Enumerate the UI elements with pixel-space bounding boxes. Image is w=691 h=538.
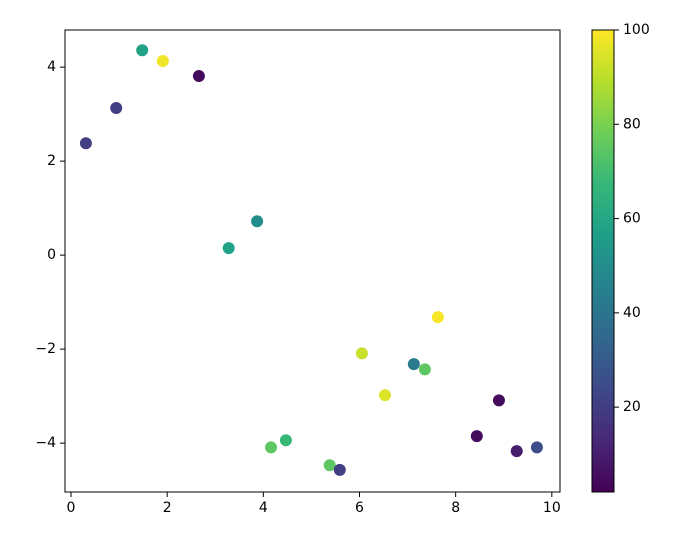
- point: [323, 459, 336, 472]
- colorbar-tick-label: 80: [623, 116, 641, 132]
- colorbar: [591, 29, 615, 493]
- x-tick-label: 0: [67, 500, 76, 516]
- point: [378, 389, 391, 402]
- x-tick-label: 6: [355, 500, 364, 516]
- point: [192, 70, 205, 83]
- point: [222, 242, 235, 255]
- point: [355, 347, 368, 360]
- point: [156, 55, 169, 68]
- y-tick-label: 4: [47, 59, 56, 75]
- x-tick-label: 4: [259, 500, 268, 516]
- point: [136, 44, 149, 57]
- colorbar-tick-label: 100: [623, 22, 650, 38]
- y-tick-label: 2: [47, 153, 56, 169]
- x-tick-label: 10: [543, 500, 561, 516]
- point: [407, 358, 420, 371]
- point: [279, 434, 292, 447]
- x-tick-label: 2: [163, 500, 172, 516]
- plot-frame: [64, 29, 561, 493]
- y-tick-label: −2: [35, 341, 56, 357]
- colorbar-tick-label: 20: [623, 399, 641, 415]
- point: [431, 311, 444, 324]
- colorbar-tick-label: 40: [623, 305, 641, 321]
- y-tick-label: −4: [35, 435, 56, 451]
- point: [492, 394, 505, 407]
- y-tick-label: 0: [47, 247, 56, 263]
- colorbar-tick-label: 60: [623, 211, 641, 227]
- point: [470, 430, 483, 443]
- point: [510, 445, 523, 458]
- point: [265, 441, 278, 454]
- point: [333, 463, 346, 476]
- point: [110, 102, 123, 115]
- x-tick-label: 8: [451, 500, 460, 516]
- point: [530, 441, 543, 454]
- point: [251, 215, 264, 228]
- point: [79, 137, 92, 150]
- point: [418, 363, 431, 376]
